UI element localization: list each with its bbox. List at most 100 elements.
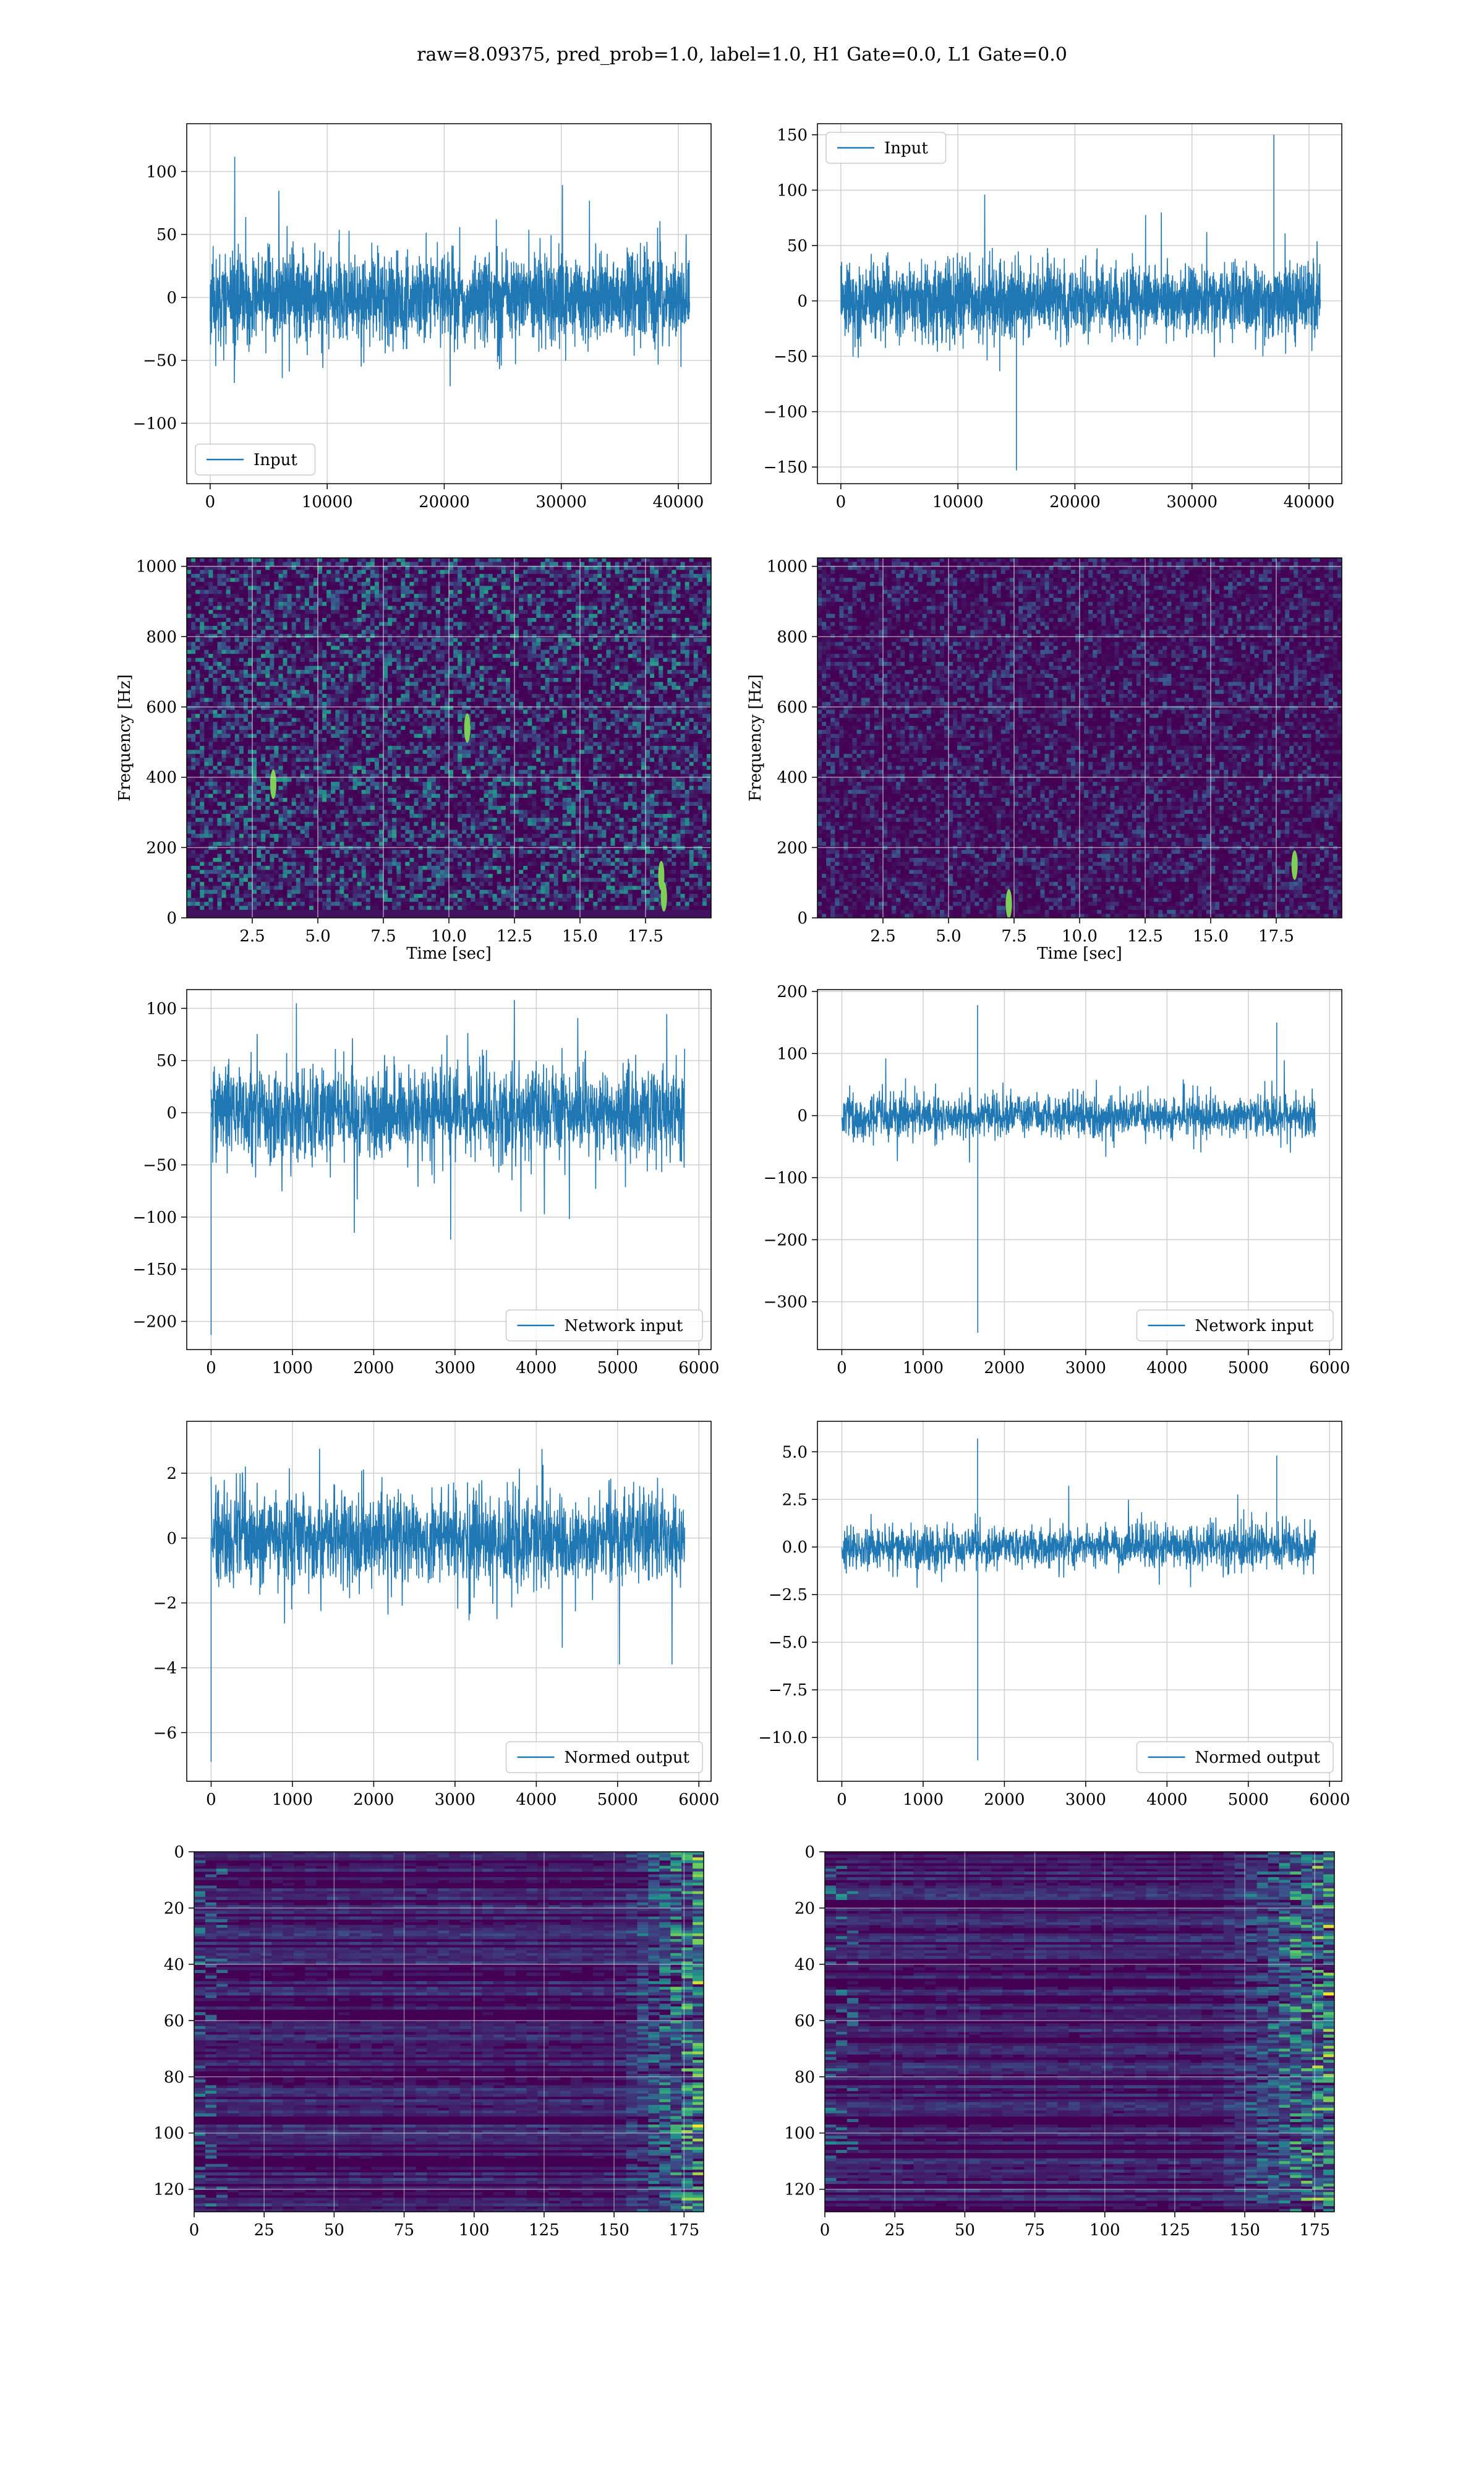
- x-tick-label: 5000: [1228, 1791, 1269, 1809]
- x-tick-label: 10.0: [1062, 927, 1098, 946]
- x-tick-label: 0: [206, 1791, 216, 1809]
- grid: [817, 558, 1342, 918]
- x-tick-label: 10000: [302, 493, 353, 511]
- x-tick-label: 0: [837, 1359, 847, 1377]
- y-tick-label: −150: [764, 458, 808, 477]
- x-tick-label: 40000: [1284, 493, 1335, 511]
- y-tick-label: −50: [774, 348, 808, 366]
- x-tick-label: 20000: [419, 493, 470, 511]
- x-tick-label: 0: [820, 2221, 830, 2240]
- y-tick-label: −6: [153, 1724, 177, 1742]
- y-tick-label: 20: [795, 1899, 815, 1918]
- y-tick-label: −2.5: [769, 1586, 808, 1604]
- x-tick-label: 15.0: [1193, 927, 1229, 946]
- x-tick-label: 150: [1229, 2221, 1260, 2240]
- grid: [187, 558, 711, 918]
- x-tick-label: 4000: [1146, 1791, 1187, 1809]
- x-tick-label: 5.0: [936, 927, 961, 946]
- axes-row4-left: 0 1000 2000 3000 4000 5000 6000 −6 −4 −2 0 2 Normed …: [153, 1421, 719, 1809]
- y-tick-label: 0: [166, 289, 177, 307]
- legend: Input: [825, 132, 947, 164]
- axes-frame: [186, 989, 712, 1350]
- y-tick-label: −200: [133, 1312, 177, 1331]
- y-tick-label: −200: [764, 1231, 808, 1249]
- axes-frame: [194, 1851, 704, 2212]
- plot-area: [187, 990, 711, 1350]
- x-tick-label: 6000: [678, 1359, 719, 1377]
- x-tick-label: 6000: [678, 1791, 719, 1809]
- y-tick-label: 40: [164, 1956, 184, 1974]
- legend: Normed output: [505, 1741, 703, 1773]
- y-tick-label: −300: [764, 1293, 808, 1312]
- figure-suptitle: raw=8.09375, pred_prob=1.0, label=1.0, H…: [417, 44, 1067, 66]
- x-tick-label: 7.5: [1001, 927, 1026, 946]
- x-tick-label: 50: [955, 2221, 975, 2240]
- y-tick-label: 0: [166, 1530, 177, 1548]
- x-tick-label: 6000: [1309, 1359, 1350, 1377]
- axes-frame: [186, 1421, 712, 1782]
- y-tick-label: −2: [153, 1594, 177, 1613]
- axes-row3-right: 0 1000 2000 3000 4000 5000 6000 −300 −200 −100 0 10…: [764, 983, 1350, 1377]
- legend-label: Network input: [565, 1317, 683, 1335]
- y-tick-label: 200: [777, 983, 808, 1001]
- y-tick-label: −50: [143, 352, 177, 370]
- x-tick-label: 15.0: [562, 927, 598, 946]
- x-tick-label: 20000: [1049, 493, 1101, 511]
- y-tick-label: 50: [156, 1052, 177, 1071]
- legend-label: Normed output: [1195, 1748, 1321, 1767]
- y-axis-label: Frequency [Hz]: [116, 674, 134, 802]
- axes-frame: [817, 123, 1342, 484]
- plot-area: [825, 1852, 1334, 2212]
- legend: Network input: [505, 1309, 703, 1342]
- x-tick-label: 4000: [516, 1359, 556, 1377]
- y-tick-label: 100: [777, 1045, 808, 1063]
- x-tick-label: 3000: [1065, 1791, 1106, 1809]
- plot-area: [187, 1421, 711, 1781]
- y-tick-label: 100: [777, 181, 808, 200]
- x-tick-label: 150: [599, 2221, 629, 2240]
- x-tick-label: 5000: [1228, 1359, 1269, 1377]
- series-line: [210, 156, 690, 387]
- y-tick-label: 2.5: [782, 1491, 808, 1509]
- x-tick-label: 125: [529, 2221, 560, 2240]
- x-tick-label: 3000: [435, 1359, 475, 1377]
- plot-area: [817, 124, 1342, 484]
- legend-label: Input: [254, 451, 297, 469]
- legend-label: Network input: [1195, 1317, 1314, 1335]
- x-tick-label: 75: [394, 2221, 414, 2240]
- axes-frame: [817, 989, 1342, 1350]
- x-tick-label: 0: [205, 493, 216, 511]
- y-tick-label: 120: [784, 2181, 815, 2199]
- x-tick-label: 2.5: [870, 927, 895, 946]
- spectrogram-hotspot: [658, 860, 665, 891]
- y-tick-label: 80: [795, 2068, 815, 2087]
- y-tick-label: −4: [153, 1659, 177, 1677]
- plot-area: [817, 1421, 1342, 1781]
- y-tick-label: −7.5: [769, 1681, 808, 1700]
- x-tick-label: 1000: [272, 1359, 313, 1377]
- legend-label: Input: [884, 139, 928, 158]
- x-tick-label: 1000: [272, 1791, 313, 1809]
- y-tick-label: 100: [153, 2125, 184, 2143]
- y-tick-label: 800: [777, 628, 808, 646]
- legend: Normed output: [1136, 1741, 1334, 1773]
- x-tick-label: 1000: [903, 1359, 944, 1377]
- y-axis-label: Frequency [Hz]: [746, 674, 765, 802]
- y-tick-label: −100: [764, 403, 808, 422]
- x-tick-label: 75: [1025, 2221, 1045, 2240]
- legend-label: Normed output: [565, 1748, 690, 1767]
- y-tick-label: −5.0: [769, 1633, 808, 1652]
- axes-frame: [817, 1421, 1342, 1782]
- x-tick-label: 12.5: [497, 927, 532, 946]
- x-tick-label: 1000: [903, 1791, 944, 1809]
- x-axis-label: Time [sec]: [1037, 944, 1122, 963]
- x-tick-label: 17.5: [628, 927, 663, 946]
- y-tick-label: 2: [166, 1465, 177, 1483]
- x-tick-label: 0: [836, 493, 846, 511]
- plot-area: [194, 1852, 704, 2212]
- x-tick-label: 40000: [653, 493, 704, 511]
- x-tick-label: 175: [668, 2221, 699, 2240]
- x-tick-label: 30000: [535, 493, 587, 511]
- series-line: [840, 134, 1321, 471]
- x-tick-label: 100: [459, 2221, 490, 2240]
